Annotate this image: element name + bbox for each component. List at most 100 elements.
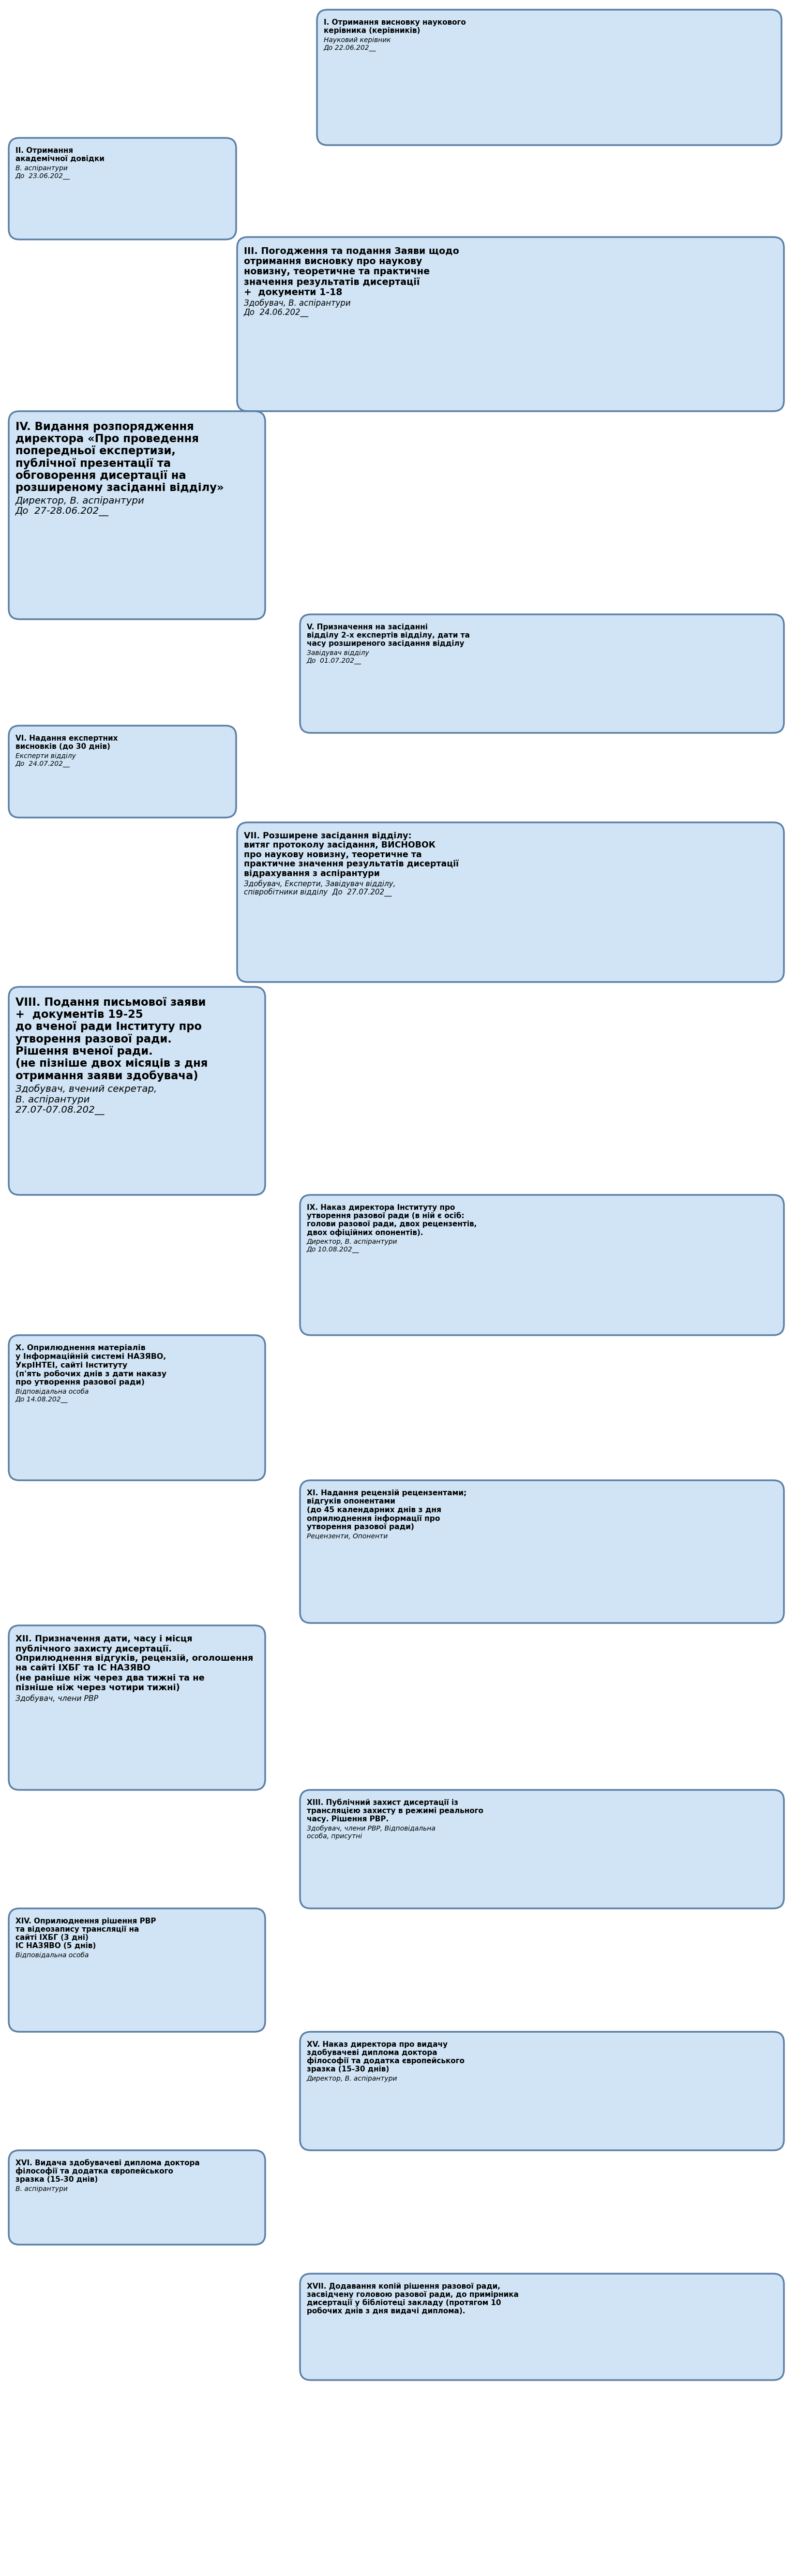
Text: академічної довідки: академічної довідки (15, 155, 104, 162)
FancyBboxPatch shape (238, 237, 784, 412)
Text: ІС НАЗЯВО (5 днів): ІС НАЗЯВО (5 днів) (15, 1942, 96, 1950)
Text: Здобувач, члени РВР, Відповідальна: Здобувач, члени РВР, Відповідальна (307, 1826, 435, 1832)
Text: попередньої експертизи,: попередньої експертизи, (15, 446, 175, 456)
FancyBboxPatch shape (9, 1625, 265, 1790)
FancyBboxPatch shape (9, 412, 265, 618)
FancyBboxPatch shape (300, 1790, 784, 1909)
Text: До 22.06.202__: До 22.06.202__ (324, 44, 376, 52)
Text: відгуків опонентами: відгуків опонентами (307, 1497, 395, 1504)
Text: особа, присутні: особа, присутні (307, 1834, 362, 1839)
Text: пізніше ніж через чотири тижні): пізніше ніж через чотири тижні) (15, 1682, 180, 1692)
Text: утворення разової ради (в ній є осіб:: утворення разової ради (в ній є осіб: (307, 1213, 465, 1218)
Text: утворення разової ради): утворення разової ради) (307, 1522, 414, 1530)
Text: Експерти відділу: Експерти відділу (15, 752, 76, 760)
Text: Здобувач, члени РВР: Здобувач, члени РВР (15, 1695, 98, 1703)
Text: ІІІ. Погодження та подання Заяви щодо: ІІІ. Погодження та подання Заяви щодо (244, 247, 459, 255)
Text: ХV. Наказ директора про видачу: ХV. Наказ директора про видачу (307, 2040, 448, 2048)
Text: сайті ІХБГ (3 дні): сайті ІХБГ (3 дні) (15, 1935, 88, 1942)
Text: голови разової ради, двох рецензентів,: голови разової ради, двох рецензентів, (307, 1221, 477, 1229)
Text: (не пізніше двох місяців з дня: (не пізніше двох місяців з дня (15, 1059, 208, 1069)
Text: директора «Про проведення: директора «Про проведення (15, 433, 198, 446)
Text: часу розширеного засідання відділу: часу розширеного засідання відділу (307, 639, 465, 647)
Text: До 14.08.202__: До 14.08.202__ (15, 1396, 68, 1404)
Text: В. аспірантури: В. аспірантури (15, 2187, 68, 2192)
FancyBboxPatch shape (300, 2032, 784, 2151)
FancyBboxPatch shape (9, 139, 236, 240)
Text: Директор, В. аспірантури: Директор, В. аспірантури (307, 2076, 398, 2081)
Text: до вченої ради Інституту про: до вченої ради Інституту про (15, 1023, 202, 1033)
Text: ХІ. Надання рецензій рецензентами;: ХІ. Надання рецензій рецензентами; (307, 1489, 466, 1497)
Text: Завідувач відділу: Завідувач відділу (307, 649, 369, 657)
Text: ХVІ. Видача здобувачеві диплома доктора: ХVІ. Видача здобувачеві диплома доктора (15, 2159, 200, 2166)
Text: Відповідальна особа: Відповідальна особа (15, 1388, 88, 1396)
Text: Науковий керівник: Науковий керівник (324, 36, 391, 44)
Text: Здобувач, В. аспірантури: Здобувач, В. аспірантури (244, 299, 351, 309)
Text: зразка (15-30 днів): зразка (15-30 днів) (15, 2177, 98, 2182)
Text: УкрІНТЕІ, сайті Інституту: УкрІНТЕІ, сайті Інституту (15, 1363, 128, 1368)
Text: ХІІ. Призначення дати, часу і місця: ХІІ. Призначення дати, часу і місця (15, 1636, 192, 1643)
Text: публічного захисту дисертації.: публічного захисту дисертації. (15, 1643, 172, 1654)
Text: отримання висновку про наукову: отримання висновку про наукову (244, 258, 422, 265)
Text: двох офіційних опонентів).: двох офіційних опонентів). (307, 1229, 423, 1236)
Text: Директор, В. аспірантури: Директор, В. аспірантури (15, 497, 144, 505)
Text: До  27-28.06.202__: До 27-28.06.202__ (15, 507, 109, 515)
Text: ХVІІ. Додавання копій рішення разової ради,: ХVІІ. Додавання копій рішення разової ра… (307, 2282, 501, 2290)
Text: ІІ. Отримання: ІІ. Отримання (15, 147, 73, 155)
Text: публічної презентації та: публічної презентації та (15, 459, 171, 469)
Text: Рецензенти, Опоненти: Рецензенти, Опоненти (307, 1533, 387, 1540)
FancyBboxPatch shape (9, 1334, 265, 1481)
Text: В. аспірантури: В. аспірантури (15, 165, 68, 173)
Text: До  24.06.202__: До 24.06.202__ (244, 309, 308, 317)
FancyBboxPatch shape (9, 726, 236, 817)
Text: дисертації у бібліотеці закладу (протягом 10: дисертації у бібліотеці закладу (протяго… (307, 2298, 501, 2306)
Text: ІV. Видання розпорядження: ІV. Видання розпорядження (15, 422, 194, 433)
Text: До  23.06.202__: До 23.06.202__ (15, 173, 70, 180)
Text: 27.07-07.08.202__: 27.07-07.08.202__ (15, 1105, 104, 1115)
Text: (не раніше ніж через два тижні та не: (не раніше ніж через два тижні та не (15, 1674, 205, 1682)
Text: робочих днів з дня видачі диплома).: робочих днів з дня видачі диплома). (307, 2308, 465, 2316)
Text: Оприлюднення відгуків, рецензій, оголошення: Оприлюднення відгуків, рецензій, оголоше… (15, 1654, 253, 1664)
Text: VІ. Надання експертних: VІ. Надання експертних (15, 734, 118, 742)
Text: здобувачеві диплома доктора: здобувачеві диплома доктора (307, 2048, 438, 2056)
Text: відрахування з аспірантури: відрахування з аспірантури (244, 868, 380, 878)
Text: зразка (15-30 днів): зразка (15-30 днів) (307, 2066, 389, 2074)
Text: значення результатів дисертації: значення результатів дисертації (244, 278, 420, 286)
Text: Здобувач, вчений секретар,: Здобувач, вчений секретар, (15, 1084, 157, 1095)
FancyBboxPatch shape (300, 2275, 784, 2380)
Text: Відповідальна особа: Відповідальна особа (15, 1953, 88, 1958)
Text: До 10.08.202__: До 10.08.202__ (307, 1247, 359, 1252)
FancyBboxPatch shape (9, 2151, 265, 2244)
FancyBboxPatch shape (317, 10, 782, 144)
Text: про утворення разової ради): про утворення разової ради) (15, 1378, 145, 1386)
Text: та відеозапису трансляції на: та відеозапису трансляції на (15, 1927, 139, 1932)
Text: часу. Рішення РВР.: часу. Рішення РВР. (307, 1816, 389, 1824)
Text: оприлюднення інформації про: оприлюднення інформації про (307, 1515, 440, 1522)
Text: До  01.07.202__: До 01.07.202__ (307, 657, 362, 665)
Text: про наукову новизну, теоретичне та: про наукову новизну, теоретичне та (244, 850, 422, 858)
Text: відділу 2-х експертів відділу, дати та: відділу 2-х експертів відділу, дати та (307, 631, 470, 639)
Text: засвідчену головою разової ради, до примірника: засвідчену головою разової ради, до прим… (307, 2290, 519, 2298)
FancyBboxPatch shape (238, 822, 784, 981)
Text: отримання заяви здобувача): отримання заяви здобувача) (15, 1069, 198, 1082)
Text: V. Призначення на засіданні: V. Призначення на засіданні (307, 623, 428, 631)
Text: філософії та додатка європейського: філософії та додатка європейського (15, 2166, 173, 2174)
Text: витяг протоколу засідання, ВИСНОВОК: витяг протоколу засідання, ВИСНОВОК (244, 840, 435, 850)
Text: керівника (керівників): керівника (керівників) (324, 26, 420, 33)
Text: Директор, В. аспірантури: Директор, В. аспірантури (307, 1239, 398, 1244)
FancyBboxPatch shape (300, 1195, 784, 1334)
Text: у Інформаційній системі НАЗЯВО,: у Інформаційній системі НАЗЯВО, (15, 1352, 166, 1360)
Text: практичне значення результатів дисертації: практичне значення результатів дисертаці… (244, 860, 459, 868)
Text: ХІІІ. Публічний захист дисертації із: ХІІІ. Публічний захист дисертації із (307, 1798, 458, 1806)
Text: розширеному засіданні відділу»: розширеному засіданні відділу» (15, 482, 224, 495)
Text: співробітники відділу  До  27.07.202__: співробітники відділу До 27.07.202__ (244, 889, 391, 896)
Text: VІII. Подання письмової заяви: VІII. Подання письмової заяви (15, 997, 206, 1007)
FancyBboxPatch shape (9, 987, 265, 1195)
Text: філософії та додатка європейського: філософії та додатка європейського (307, 2058, 465, 2066)
Text: І. Отримання висновку наукового: І. Отримання висновку наукового (324, 18, 466, 26)
Text: новизну, теоретичне та практичне: новизну, теоретичне та практичне (244, 268, 430, 276)
Text: (п'ять робочих днів з дати наказу: (п'ять робочих днів з дати наказу (15, 1370, 167, 1378)
FancyBboxPatch shape (300, 613, 784, 734)
FancyBboxPatch shape (300, 1481, 784, 1623)
Text: ІХ. Наказ директора Інституту про: ІХ. Наказ директора Інституту про (307, 1203, 455, 1211)
Text: VІІ. Розширене засідання відділу:: VІІ. Розширене засідання відділу: (244, 832, 411, 840)
